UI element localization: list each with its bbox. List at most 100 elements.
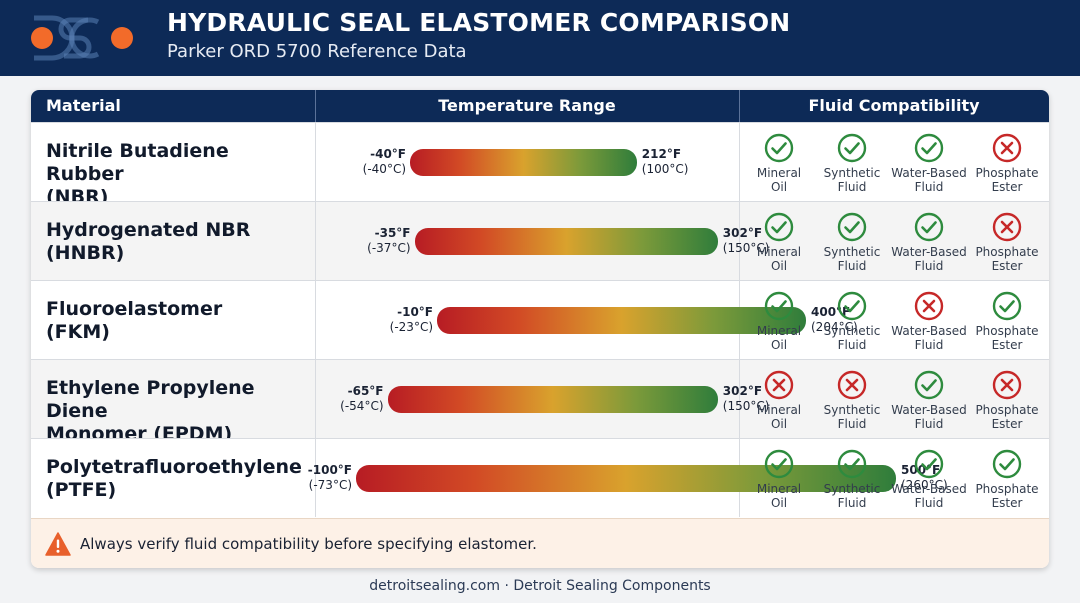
fluid-compatibility-item: Phosphate Ester [969,370,1045,431]
fluid-label-line: Phosphate [975,166,1039,180]
column-divider [315,439,316,517]
fluid-label-line: Fluid [837,417,867,431]
fluid-label: Mineral Oil [741,166,817,194]
fluid-label: Mineral Oil [741,324,817,352]
fluid-label-line: Water-Based [891,324,967,338]
fluid-label-line: Water-Based [891,482,967,496]
fluid-label-line: Oil [770,417,788,431]
fluid-label-line: Oil [770,496,788,510]
check-circle-icon [914,133,944,163]
x-circle-icon [992,212,1022,242]
material-abbreviation: (FKM) [46,321,110,343]
temp-max-fahrenheit: 212°F [641,147,682,161]
material-name-line: Polytetrafluoroethylene [46,456,302,478]
fluid-label-line: Fluid [914,338,944,352]
fluid-label-line: Phosphate [975,403,1039,417]
temp-max-celsius: (100°C) [641,162,689,176]
fluid-compatibility-item: Phosphate Ester [969,133,1045,194]
fluid-label-line: Water-Based [891,403,967,417]
fluid-label-line: Mineral [756,166,802,180]
fluid-label-line: Fluid [837,496,867,510]
fluid-compatibility-item: Synthetic Fluid [814,133,890,194]
x-circle-icon [764,370,794,400]
fluid-label: Mineral Oil [741,482,817,510]
check-circle-icon [764,212,794,242]
fluid-compatibility-item: Synthetic Fluid [814,370,890,431]
temp-min-celsius: (-73°C) [308,478,352,492]
fluid-compatibility-item: Mineral Oil [741,370,817,431]
temp-min-label: -10°F (-23°C) [390,305,433,335]
temp-min-label: -40°F (-40°C) [363,147,406,177]
page-header: HYDRAULIC SEAL ELASTOMER COMPARISON Park… [0,0,1080,76]
fluid-label: Synthetic Fluid [814,482,890,510]
fluid-label-line: Mineral [756,245,802,259]
fluid-label-line: Synthetic [823,324,881,338]
fluid-label-line: Fluid [914,180,944,194]
column-divider [315,90,316,122]
fluid-compatibility-item: Water-Based Fluid [891,370,967,431]
fluid-compatibility-item: Phosphate Ester [969,212,1045,273]
check-circle-icon [764,449,794,479]
table-row: Polytetrafluoroethylene (PTFE) -100°F (-73°… [31,438,1049,517]
column-header-fluid: Fluid Compatibility [808,96,980,115]
temp-min-fahrenheit: -100°F [307,463,352,477]
fluid-label-line: Ester [991,259,1023,273]
warning-note: Always verify fluid compatibility before… [31,518,1049,568]
column-divider [315,202,316,280]
check-circle-icon [837,449,867,479]
temperature-range-bar [387,386,718,413]
table-header: Material Temperature Range Fluid Compati… [31,90,1049,122]
fluid-label-line: Water-Based [891,245,967,259]
material-name: Ethylene Propylene Diene Monomer (EPDM) [46,377,311,446]
fluid-label: Water-Based Fluid [891,245,967,273]
fluid-label-line: Synthetic [823,403,881,417]
fluid-label-line: Ester [991,338,1023,352]
fluid-label-line: Phosphate [975,245,1039,259]
fluid-compatibility-item: Mineral Oil [741,212,817,273]
fluid-compatibility-item: Phosphate Ester [969,449,1045,510]
check-circle-icon [914,370,944,400]
fluid-label-line: Mineral [756,403,802,417]
fluid-label: Water-Based Fluid [891,482,967,510]
temp-max-celsius: (260°C) [901,478,948,492]
temp-min-label: -100°F (-73°C) [308,463,352,493]
warning-text: Always verify fluid compatibility before… [80,535,537,553]
fluid-compatibility-item: Water-Based Fluid [891,291,967,352]
fluid-compatibility-item: Mineral Oil [741,449,817,510]
fluid-label-line: Fluid [914,496,944,510]
column-divider [315,281,316,359]
fluid-label-line: Synthetic [823,166,881,180]
temp-min-fahrenheit: -40°F [370,147,406,161]
table-row: Ethylene Propylene Diene Monomer (EPDM) -6… [31,359,1049,445]
fluid-compatibility-item: Mineral Oil [741,291,817,352]
fluid-label: Synthetic Fluid [814,403,890,431]
check-circle-icon [837,212,867,242]
material-name: Fluoroelastomer (FKM) [46,298,311,344]
fluid-label: Water-Based Fluid [891,324,967,352]
fluid-label-line: Oil [770,180,788,194]
temperature-range-bar [414,228,718,255]
temp-min-fahrenheit: -35°F [374,226,411,240]
temp-max-label: 302°F (150°C) [723,226,770,256]
fluid-compatibility-item: Synthetic Fluid [814,212,890,273]
temp-max-celsius: (150°C) [722,399,770,413]
fluid-label-line: Ester [991,496,1023,510]
fluid-label-line: Synthetic [823,482,881,496]
table-row: Nitrile Butadiene Rubber (NBR) -40°F (-40°C… [31,122,1049,208]
fluid-label-line: Ester [991,417,1023,431]
fluid-compatibility-item: Synthetic Fluid [814,291,890,352]
material-name-line: Hydrogenated NBR [46,219,251,241]
column-header-temperature: Temperature Range [438,96,616,115]
check-circle-icon [764,291,794,321]
material-name-line: Fluoroelastomer [46,298,223,320]
temp-max-fahrenheit: 302°F [722,226,763,240]
check-circle-icon [837,291,867,321]
fluid-label-line: Fluid [837,338,867,352]
fluid-compatibility-item: Water-Based Fluid [891,212,967,273]
fluid-label: Phosphate Ester [969,245,1045,273]
table-row: Hydrogenated NBR (HNBR) -35°F (-37°C) 302°F(… [31,201,1049,280]
temp-max-label: 302°F (150°C) [723,384,770,414]
fluid-label: Phosphate Ester [969,166,1045,194]
dsc-logo-icon [31,15,133,61]
fluid-label-line: Ester [991,180,1023,194]
